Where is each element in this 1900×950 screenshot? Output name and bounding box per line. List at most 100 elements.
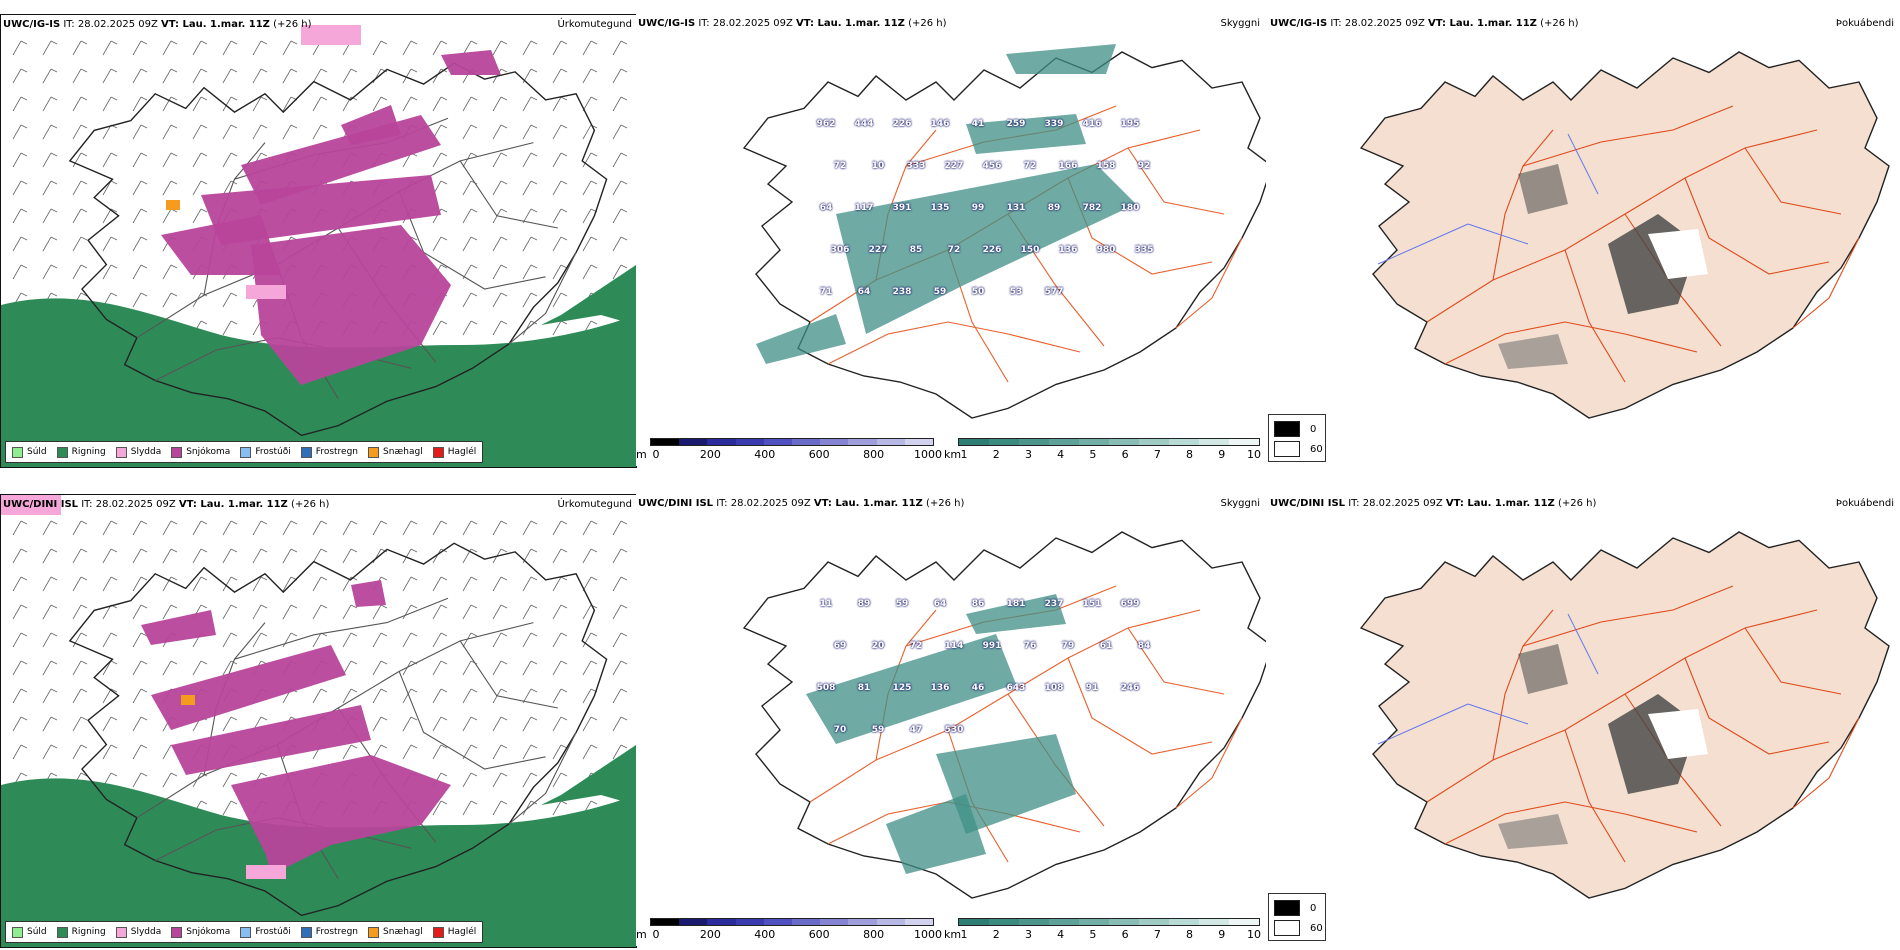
wind-barb xyxy=(492,576,508,592)
height-label: 64 xyxy=(857,287,871,297)
wind-barb xyxy=(102,180,118,196)
wind-barb xyxy=(132,180,148,196)
precip-panel-top: UWC/IG-IS IT: 28.02.2025 09Z VT: Lau. 1.… xyxy=(0,14,637,468)
height-label: 195 xyxy=(1120,119,1140,129)
wind-barb xyxy=(582,716,598,732)
wind-barb xyxy=(492,264,508,280)
height-label: 246 xyxy=(1120,683,1140,693)
colorbar-tick: 600 xyxy=(808,448,830,461)
wind-barb xyxy=(252,40,268,56)
precip-type-legend: Súld Rigning Slydda Snjókoma Frostúði Frostre… xyxy=(5,441,484,463)
cloud-legend-top: 0 60 xyxy=(1268,414,1326,462)
colorbar-tick: 8 xyxy=(1186,928,1194,941)
wind-barb xyxy=(402,68,418,84)
wind-barb xyxy=(312,124,328,140)
wind-barb xyxy=(312,604,328,620)
height-label: 72 xyxy=(1023,161,1037,171)
wind-barb xyxy=(372,96,388,112)
colorbar-tick: 0 xyxy=(652,448,660,461)
wind-barb xyxy=(192,124,208,140)
wind-barb xyxy=(552,800,568,816)
wind-barb xyxy=(72,520,88,536)
panel-header: UWC/IG-IS IT: 28.02.2025 09Z VT: Lau. 1.… xyxy=(638,18,947,29)
wind-barb xyxy=(372,604,388,620)
visibility-colorbar-top: km 1 2 3 4 5 6 7 8 9 10 xyxy=(944,438,1262,464)
wind-barb xyxy=(282,96,298,112)
wind-barb xyxy=(432,660,448,676)
wind-barb xyxy=(522,520,538,536)
wind-barb xyxy=(102,68,118,84)
height-label: 92 xyxy=(1137,161,1151,171)
wind-barb xyxy=(222,124,238,140)
wind-barb xyxy=(42,744,58,760)
legend-item: Slydda xyxy=(115,446,161,458)
wind-barb xyxy=(612,660,628,676)
wind-barb xyxy=(432,320,448,336)
wind-barb xyxy=(72,68,88,84)
wind-barb xyxy=(312,520,328,536)
wind-barb xyxy=(522,688,538,704)
legend-swatch xyxy=(300,926,312,938)
wind-barb xyxy=(492,800,508,816)
legend-swatch xyxy=(368,446,380,458)
legend-swatch xyxy=(368,926,380,938)
colorbar-tick: 7 xyxy=(1153,928,1161,941)
wind-barb xyxy=(162,772,178,788)
wind-barb xyxy=(342,520,358,536)
height-label: 11 xyxy=(819,599,833,609)
height-label: 20 xyxy=(871,641,885,651)
wind-barb xyxy=(612,152,628,168)
wind-barb xyxy=(42,660,58,676)
height-label: 108 xyxy=(1044,683,1064,693)
wind-barb xyxy=(462,520,478,536)
legend-item: Haglél xyxy=(432,926,476,938)
wind-barb xyxy=(222,548,238,564)
wind-barb xyxy=(342,548,358,564)
wind-barb xyxy=(12,124,28,140)
height-label: 41 xyxy=(971,119,985,129)
height-label: 86 xyxy=(971,599,985,609)
wind-barb xyxy=(42,688,58,704)
wind-barb xyxy=(372,660,388,676)
wind-barb xyxy=(102,548,118,564)
legend-swatch xyxy=(432,926,444,938)
colorbar-strip xyxy=(650,438,934,446)
panel-title: Úrkomutegund xyxy=(557,499,632,510)
wind-barb xyxy=(372,520,388,536)
wind-barb xyxy=(552,152,568,168)
wind-barb xyxy=(192,660,208,676)
wind-barb xyxy=(132,40,148,56)
wind-barb xyxy=(462,320,478,336)
wind-barb xyxy=(552,180,568,196)
wind-barb xyxy=(12,68,28,84)
height-label: 699 xyxy=(1120,599,1140,609)
wind-barb xyxy=(42,604,58,620)
height-label: 238 xyxy=(892,287,912,297)
wind-barb xyxy=(222,576,238,592)
panel-header: UWC/DINI ISL IT: 28.02.2025 09Z VT: Lau.… xyxy=(638,498,965,509)
colorbar-tick: 7 xyxy=(1153,448,1161,461)
wind-barb xyxy=(342,688,358,704)
colorbar-tick: 5 xyxy=(1089,448,1097,461)
colorbar-unit: km xyxy=(944,928,962,941)
colorbar-tick: 4 xyxy=(1057,448,1065,461)
height-label: 114 xyxy=(944,641,964,651)
wind-barb xyxy=(312,68,328,84)
wind-barb xyxy=(192,576,208,592)
wind-barb xyxy=(12,40,28,56)
wind-barb xyxy=(162,520,178,536)
wind-barb xyxy=(402,96,418,112)
wind-barb xyxy=(162,264,178,280)
wind-barb xyxy=(432,236,448,252)
wind-barb xyxy=(612,716,628,732)
legend-item: Snæhagl xyxy=(368,926,423,938)
wind-barb xyxy=(522,152,538,168)
wind-barb xyxy=(522,264,538,280)
wind-barb xyxy=(72,632,88,648)
legend-label: Frostregn xyxy=(315,927,359,937)
height-colorbar-top: m 0 200 400 600 800 1000 xyxy=(636,438,942,464)
legend-swatch xyxy=(12,926,23,938)
wind-barb xyxy=(492,236,508,252)
wind-barb xyxy=(162,40,178,56)
wind-barb xyxy=(372,632,388,648)
